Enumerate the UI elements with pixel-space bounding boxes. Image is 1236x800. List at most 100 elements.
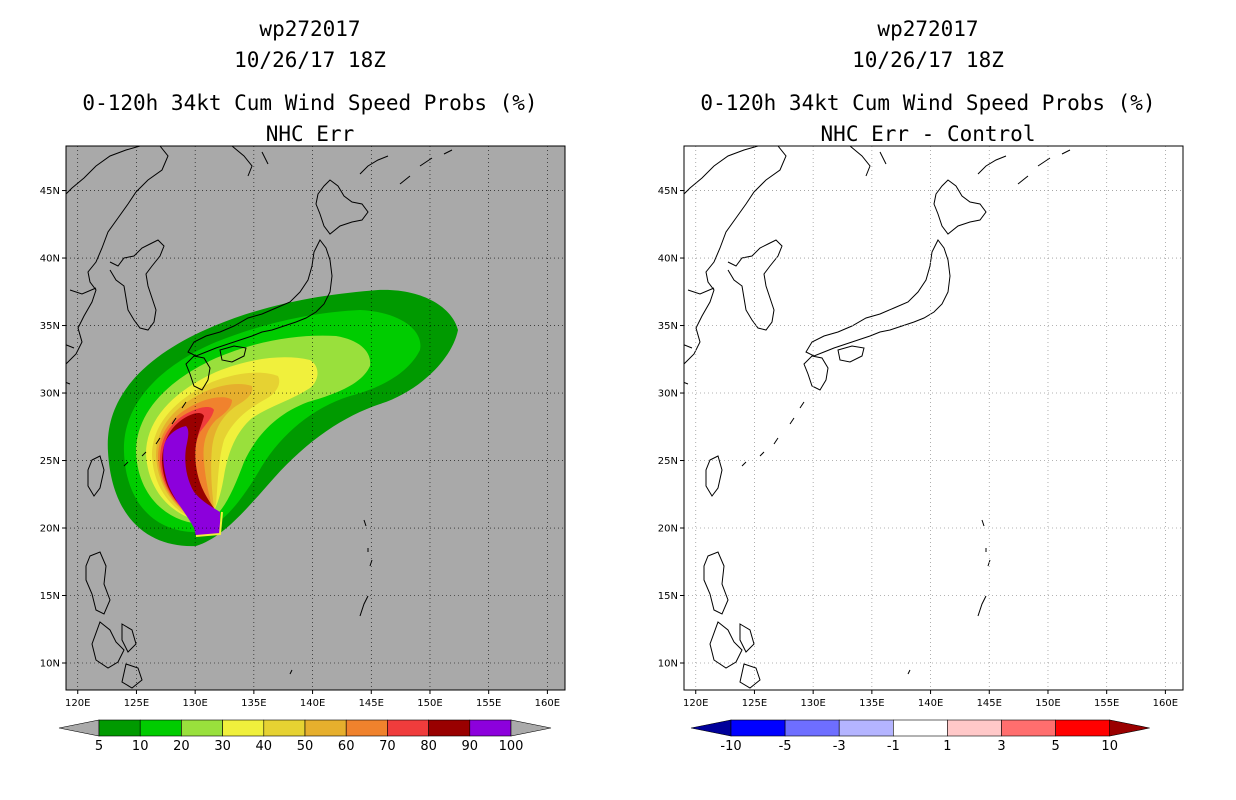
left-lat-label: 45N — [40, 186, 60, 197]
left-map-frame — [65, 145, 566, 691]
right-lon-label: 120E — [683, 698, 708, 709]
right-subtitle: NHC Err - Control — [820, 122, 1036, 146]
right-product-title: 0-120h 34kt Cum Wind Speed Probs (%) — [700, 91, 1156, 115]
right-colorbar-swatch — [892, 719, 948, 737]
right-colorbar-swatch — [784, 719, 840, 737]
left-lon-labels: 120E 125E 130E 135E 140E 145E 150E 155E 160E — [65, 690, 560, 709]
left-colorbar-label: 50 — [297, 739, 314, 754]
right-colorbar-swatch — [730, 719, 786, 737]
left-lon-label: 125E — [124, 698, 149, 709]
right-lon-label: 135E — [859, 698, 884, 709]
prob-band-90 — [163, 426, 220, 536]
left-colorbar-label: 90 — [462, 739, 479, 754]
left-lon-label: 160E — [535, 698, 560, 709]
left-colorbar-swatch — [387, 719, 429, 737]
left-colorbar-swatch — [469, 719, 512, 737]
right-lat-labels: 45N 40N 35N 30N 25N 20N 15N 10N — [658, 186, 684, 670]
left-colorbar-left-arrow — [58, 719, 100, 737]
left-colorbar-swatch — [263, 719, 306, 737]
left-colorbar-label: 30 — [214, 739, 231, 754]
right-colorbar-right-arrow — [1109, 719, 1150, 737]
right-colorbar-label: -3 — [833, 739, 846, 754]
left-lon-label: 130E — [182, 698, 207, 709]
right-date: 10/26/17 18Z — [852, 48, 1004, 72]
left-colorbar-label: 10 — [132, 739, 149, 754]
left-colorbar-label: 80 — [420, 739, 437, 754]
right-lon-label: 140E — [918, 698, 943, 709]
left-lat-label: 15N — [40, 591, 60, 602]
left-colorbar-swatch — [181, 719, 223, 737]
left-lon-label: 135E — [241, 698, 266, 709]
left-colorbar-label: 60 — [338, 739, 355, 754]
right-lat-label: 40N — [658, 254, 678, 265]
right-colorbar-label: 5 — [1051, 739, 1059, 754]
left-map-panel: 120E 125E 130E 135E 140E 145E 150E 155E 160E 45N… — [40, 145, 566, 709]
right-map-panel: 120E 125E 130E 135E 140E 145E 150E 155E 160E 45N… — [658, 145, 1184, 709]
right-colorbar-left-arrow — [690, 719, 732, 737]
right-lon-label: 130E — [800, 698, 825, 709]
right-lat-label: 25N — [658, 456, 678, 467]
left-gridlines — [66, 146, 565, 690]
left-date: 10/26/17 18Z — [234, 48, 386, 72]
left-colorbar-right-arrow — [510, 719, 552, 737]
left-lat-label: 40N — [40, 254, 60, 265]
right-colorbar-label: -5 — [779, 739, 792, 754]
left-colorbar-swatch — [139, 719, 182, 737]
left-lat-labels: 45N 40N 35N 30N 25N 20N 15N 10N — [40, 186, 66, 670]
right-lon-label: 145E — [977, 698, 1002, 709]
left-lon-label: 145E — [359, 698, 384, 709]
right-lat-label: 45N — [658, 186, 678, 197]
prob-band-90-edge — [195, 511, 223, 537]
left-colorbar-label: 100 — [499, 739, 524, 754]
right-colorbar-label: 10 — [1101, 739, 1118, 754]
left-lon-label: 150E — [417, 698, 442, 709]
right-lat-label: 20N — [658, 524, 678, 535]
right-storm-id: wp272017 — [877, 17, 979, 41]
left-colorbar-swatch — [304, 719, 347, 737]
left-colorbar: 5 10 20 30 40 50 60 70 80 90 100 — [58, 719, 552, 754]
left-lon-label: 140E — [300, 698, 325, 709]
right-colorbar-swatch — [1001, 719, 1056, 737]
left-lat-label: 35N — [40, 321, 60, 332]
right-colorbar-swatch — [947, 719, 1002, 737]
right-lat-label: 35N — [658, 321, 678, 332]
left-lon-label: 155E — [476, 698, 501, 709]
left-colorbar-swatch — [345, 719, 388, 737]
left-title-block: wp272017 10/26/17 18Z 0-120h 34kt Cum Wi… — [0, 14, 620, 150]
right-lon-label: 150E — [1035, 698, 1060, 709]
left-colorbar-label: 5 — [95, 739, 103, 754]
left-lat-label: 30N — [40, 389, 60, 400]
left-colorbar-swatch — [222, 719, 265, 737]
right-lat-label: 10N — [658, 659, 678, 670]
left-storm-id: wp272017 — [259, 17, 361, 41]
left-colorbar-swatch — [428, 719, 471, 737]
right-colorbar-label: 3 — [997, 739, 1005, 754]
left-colorbar-label: 20 — [173, 739, 190, 754]
right-lat-label: 15N — [658, 591, 678, 602]
left-product-title: 0-120h 34kt Cum Wind Speed Probs (%) — [82, 91, 538, 115]
right-colorbar-swatch — [1055, 719, 1110, 737]
left-probability-field — [66, 146, 565, 690]
right-colorbar-label: -10 — [720, 739, 741, 754]
right-colorbar-label: 1 — [943, 739, 951, 754]
right-colorbar-label: -1 — [887, 739, 900, 754]
left-lon-label: 120E — [65, 698, 90, 709]
right-lon-labels: 120E 125E 130E 135E 140E 145E 150E 155E 160E — [683, 690, 1178, 709]
left-lat-label: 10N — [40, 659, 60, 670]
left-lat-label: 20N — [40, 524, 60, 535]
left-colorbar-swatch — [98, 719, 141, 737]
left-colorbar-label: 40 — [256, 739, 273, 754]
right-lat-label: 30N — [658, 389, 678, 400]
right-colorbar: -10 -5 -3 -1 1 3 5 10 — [690, 719, 1150, 754]
right-lon-label: 160E — [1153, 698, 1178, 709]
right-map-frame — [683, 145, 1184, 691]
right-map-background — [684, 146, 1183, 690]
left-lat-label: 25N — [40, 456, 60, 467]
right-lon-label: 125E — [742, 698, 767, 709]
left-subtitle: NHC Err — [265, 122, 355, 146]
right-lon-label: 155E — [1094, 698, 1119, 709]
right-title-block: wp272017 10/26/17 18Z 0-120h 34kt Cum Wi… — [618, 14, 1236, 150]
right-colorbar-swatch — [838, 719, 894, 737]
left-colorbar-label: 70 — [379, 739, 396, 754]
